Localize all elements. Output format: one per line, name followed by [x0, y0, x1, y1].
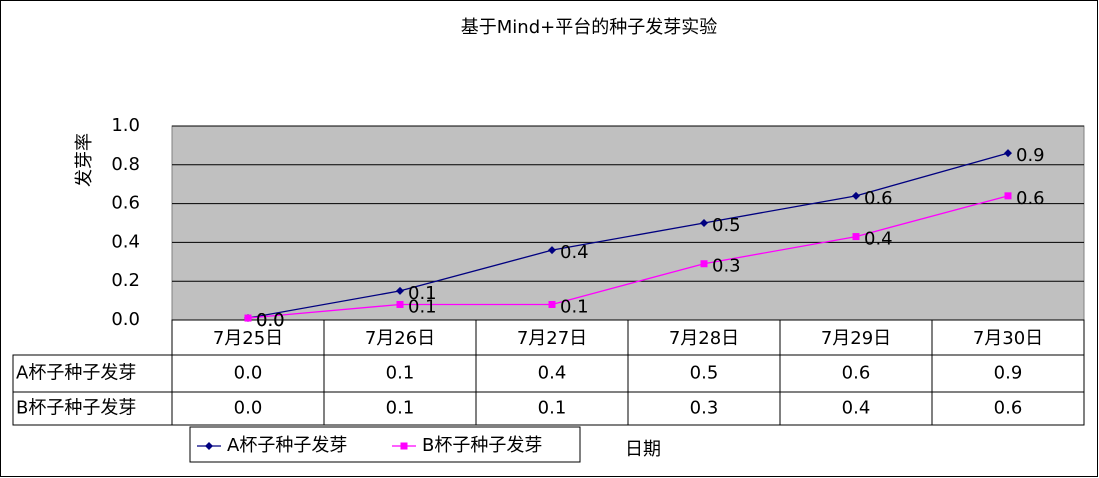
point [396, 300, 404, 308]
data-label: 0.1 [408, 296, 437, 317]
table-value: 0.6 [842, 363, 871, 384]
y-tick-label: 0.4 [111, 231, 140, 252]
data-label: 0.1 [560, 296, 589, 317]
y-tick-label: 1.0 [111, 115, 140, 136]
point [852, 233, 860, 241]
y-tick-label: 0.2 [111, 270, 140, 291]
data-label: 0.6 [1016, 188, 1045, 209]
data-label: 0.4 [560, 242, 589, 263]
data-label: 0.9 [1016, 145, 1045, 166]
x-tick-label: 7月30日 [973, 328, 1043, 349]
table-value: 0.3 [690, 398, 719, 419]
table-value: 0.6 [994, 398, 1023, 419]
legend-marker [205, 442, 213, 450]
legend-label: A杯子种子发芽 [227, 435, 347, 456]
table-value: 0.4 [538, 363, 567, 384]
y-tick-label: 0.8 [111, 154, 140, 175]
table-value: 0.9 [994, 363, 1023, 384]
table-row-header: A杯子种子发芽 [16, 363, 136, 384]
point [1004, 149, 1012, 158]
point [700, 260, 708, 268]
x-tick-label: 7月28日 [669, 328, 739, 349]
x-tick-label: 7月26日 [365, 328, 435, 349]
x-tick-label: 7月29日 [821, 328, 891, 349]
point [244, 314, 252, 322]
table-value: 0.4 [842, 398, 871, 419]
y-tick-label: 0.6 [111, 193, 140, 214]
x-axis-label: 日期 [625, 439, 661, 460]
point [548, 246, 556, 255]
data-label: 0.0 [256, 310, 285, 331]
point [396, 286, 404, 295]
point [548, 300, 556, 308]
legend-label: B杯子种子发芽 [422, 435, 542, 456]
point [1004, 192, 1012, 200]
series-line [247, 152, 1009, 319]
legend [189, 426, 581, 463]
data-label: 0.4 [864, 229, 893, 250]
legend-marker [400, 442, 408, 450]
x-tick-label: 7月25日 [213, 328, 283, 349]
table-value: 0.1 [386, 363, 415, 384]
point [700, 219, 708, 227]
series-line [247, 195, 1009, 319]
table-value: 0.5 [690, 363, 719, 384]
data-label: 0.5 [712, 215, 741, 236]
data-label: 0.6 [864, 188, 893, 209]
table-row-header: B杯子种子发芽 [16, 398, 136, 419]
y-axis-label: 发芽率 [74, 133, 95, 187]
point [852, 191, 860, 200]
x-tick-label: 7月27日 [517, 328, 587, 349]
table-value: 0.1 [538, 398, 567, 419]
plot-area [171, 125, 1085, 321]
y-tick-label: 0.0 [111, 309, 140, 330]
chart-title: 基于Mind+平台的种子发芽实验 [461, 17, 717, 38]
table-value: 0.0 [234, 363, 263, 384]
table-value: 0.1 [386, 398, 415, 419]
data-label: 0.3 [712, 256, 741, 277]
data-label: 0.1 [408, 283, 437, 304]
table-value: 0.0 [234, 398, 263, 419]
